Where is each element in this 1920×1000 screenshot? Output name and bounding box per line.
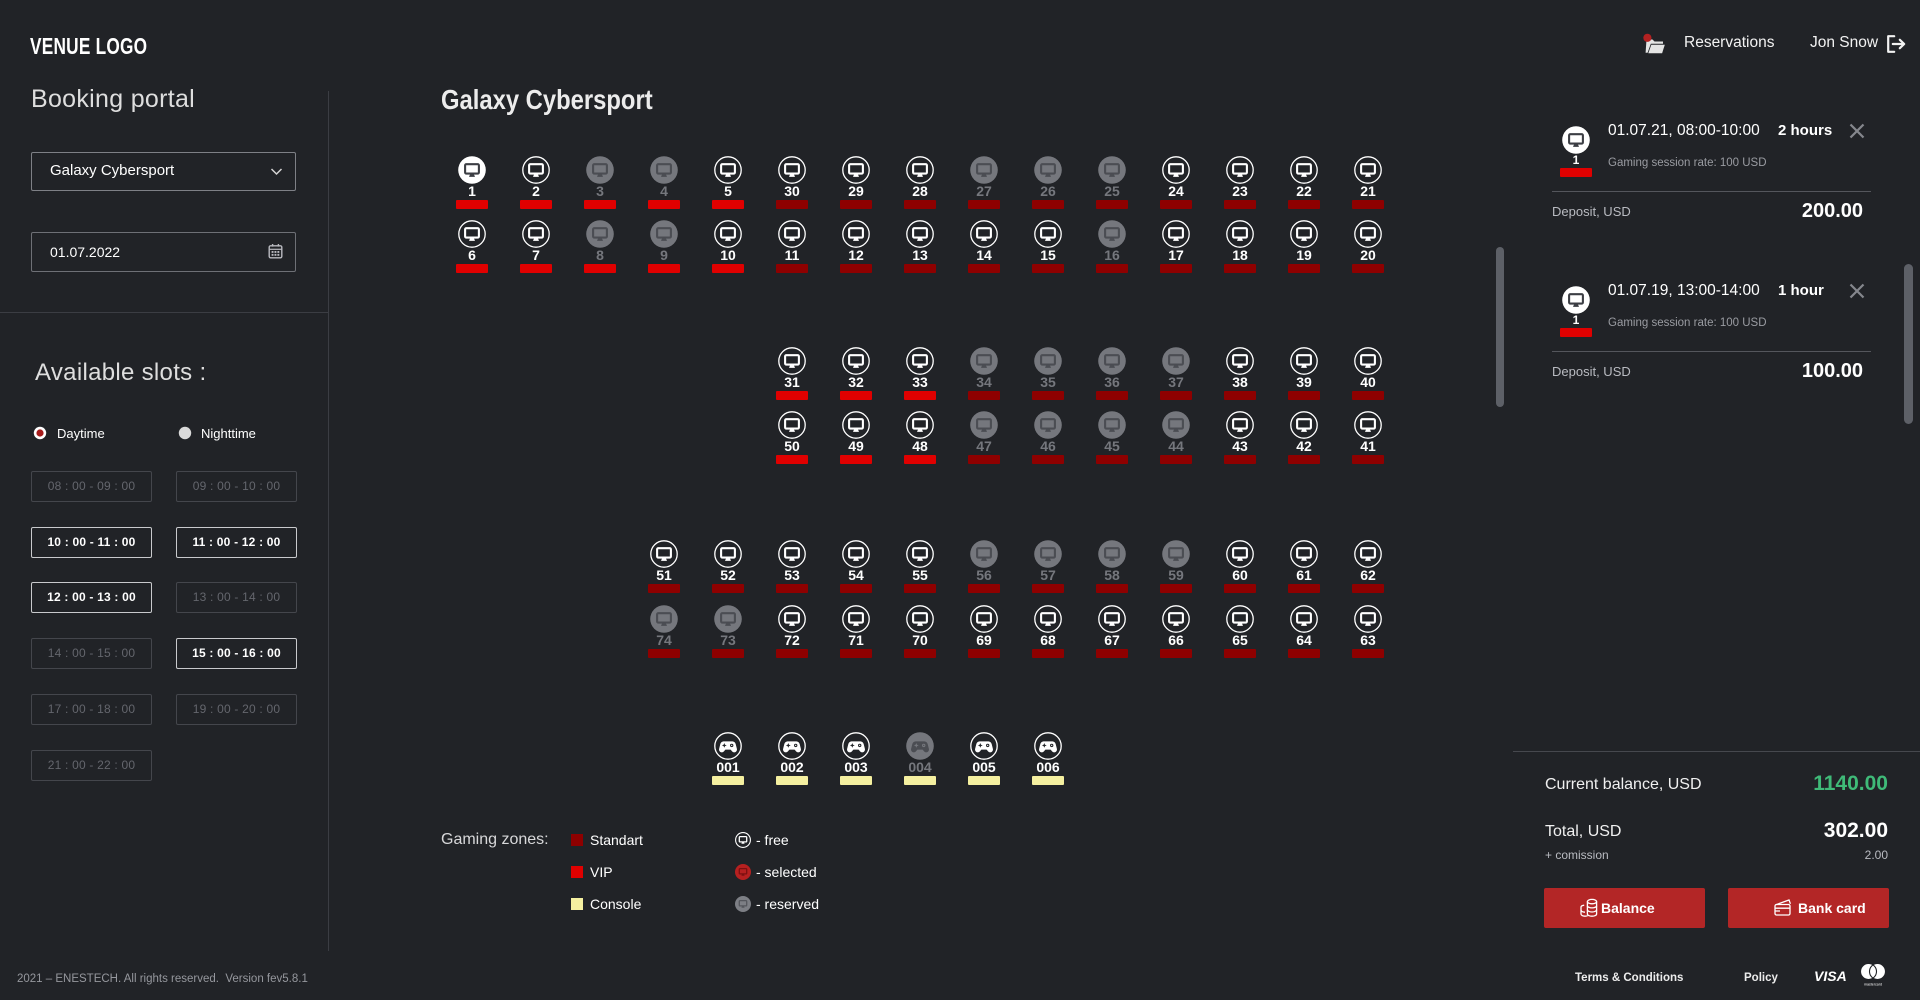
svg-text:mastercard: mastercard <box>1864 983 1882 987</box>
